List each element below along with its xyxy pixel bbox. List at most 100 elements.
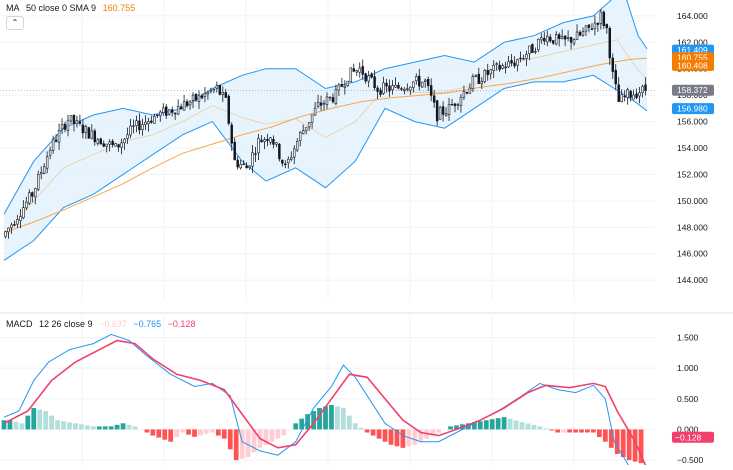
histogram-bar (144, 429, 150, 433)
histogram-bar (43, 411, 49, 430)
candle-body (465, 92, 469, 94)
candle-body (492, 64, 495, 71)
candle-body (525, 54, 528, 59)
band-lower-line (3, 74, 648, 261)
candle-body (120, 142, 123, 148)
histogram-bar (102, 426, 108, 430)
histogram-bar (638, 429, 644, 464)
ma-legend-params: 50 close 0 SMA 9 (26, 3, 97, 13)
band-fill (4, 0, 647, 261)
histogram-bar (632, 429, 638, 462)
price-tick-label: 152.000 (677, 169, 708, 179)
candle-body (563, 35, 567, 40)
histogram-bar (531, 424, 537, 430)
histogram-bar (168, 429, 174, 442)
macd-tick-label: 0.500 (677, 394, 699, 404)
candle-body (28, 192, 31, 204)
histogram-bar (61, 421, 66, 430)
candle-body (233, 141, 236, 161)
histogram-bar (448, 426, 453, 430)
histogram-bar (19, 423, 25, 430)
ma50-line (3, 57, 648, 234)
candle-body (165, 106, 168, 116)
candle-body (418, 75, 421, 87)
candle-body (316, 101, 320, 107)
histogram-bar (519, 422, 525, 430)
macd-tick-label: 1.000 (677, 363, 699, 373)
candle-body (608, 27, 612, 59)
histogram-bar (275, 429, 281, 439)
histogram-bar (180, 429, 185, 433)
ma-line (3, 57, 648, 234)
candle-body (489, 69, 492, 75)
candle-body (456, 104, 460, 106)
ma-legend-value: 160.755 (102, 3, 136, 13)
candle-body (218, 84, 222, 95)
histogram-bar (174, 429, 180, 438)
candle-body (236, 159, 239, 168)
histogram-bar (251, 429, 257, 453)
candle-body (477, 73, 481, 84)
price-tag-label: 156.980 (677, 104, 708, 114)
macd-legend[interactable]: MACD 12 26 close 9 −0.637 −0.765 −0.128 (6, 319, 199, 329)
candle-body (310, 114, 314, 123)
chevron-up-icon[interactable]: ⌃ (6, 16, 24, 30)
candle-body (90, 130, 94, 139)
histogram-bar (591, 429, 596, 433)
candle-body (10, 224, 13, 229)
candle-body (51, 138, 55, 151)
macd-line (3, 333, 637, 470)
candle-body (331, 97, 335, 103)
candle-body (406, 88, 409, 91)
candle-body (242, 163, 245, 166)
candle-body (34, 188, 37, 198)
candle-body (319, 102, 323, 106)
candle-body (587, 24, 591, 28)
histogram-bar (227, 429, 233, 450)
ma-legend[interactable]: MA 50 close 0 SMA 9 160.755 (6, 3, 139, 13)
candle-body (435, 100, 439, 122)
candle-body (295, 141, 299, 151)
histogram-bar (501, 417, 507, 430)
histogram-bar (471, 422, 477, 430)
candle-body (644, 84, 647, 92)
histogram-bar (626, 429, 632, 461)
price-tick-label: 162.000 (677, 37, 708, 47)
histogram-bar (55, 420, 60, 430)
histogram-bar (579, 429, 584, 433)
histogram-bar (358, 427, 364, 430)
candle-body (63, 123, 67, 130)
price-tick-label: 164.000 (677, 11, 708, 21)
histogram-bar (352, 423, 358, 430)
histogram-bar (209, 429, 215, 433)
candle-body (599, 11, 603, 24)
histogram-bar (370, 429, 376, 436)
histogram-bar (561, 429, 567, 433)
candle-body (554, 34, 558, 45)
histogram-bar (25, 415, 31, 430)
candle-body (623, 95, 626, 98)
histogram-bar (340, 407, 346, 430)
candle-body (572, 39, 576, 44)
histogram-bar (543, 428, 549, 430)
macd-legend-hist: −0.637 (99, 319, 127, 329)
candle-body (129, 125, 132, 136)
histogram-bar (585, 429, 590, 433)
candle-body (108, 141, 111, 145)
histogram-bar (620, 429, 626, 458)
price-axis[interactable]: 144.000 146.000 148.000 150.000 152.000 154.0… (677, 11, 708, 465)
candle-body (450, 104, 454, 106)
histogram-bar (245, 429, 251, 458)
histogram-bar (73, 423, 78, 430)
macd-legend-signal: −0.128 (167, 319, 196, 329)
histogram-bar (489, 419, 495, 430)
candle-body (84, 126, 88, 133)
candle-body (57, 130, 61, 143)
histogram-bar (120, 423, 126, 430)
candle-body (412, 81, 415, 88)
candle-body (251, 152, 254, 167)
price-tag-label: 161.409 (677, 45, 708, 55)
candle-body (114, 143, 117, 147)
